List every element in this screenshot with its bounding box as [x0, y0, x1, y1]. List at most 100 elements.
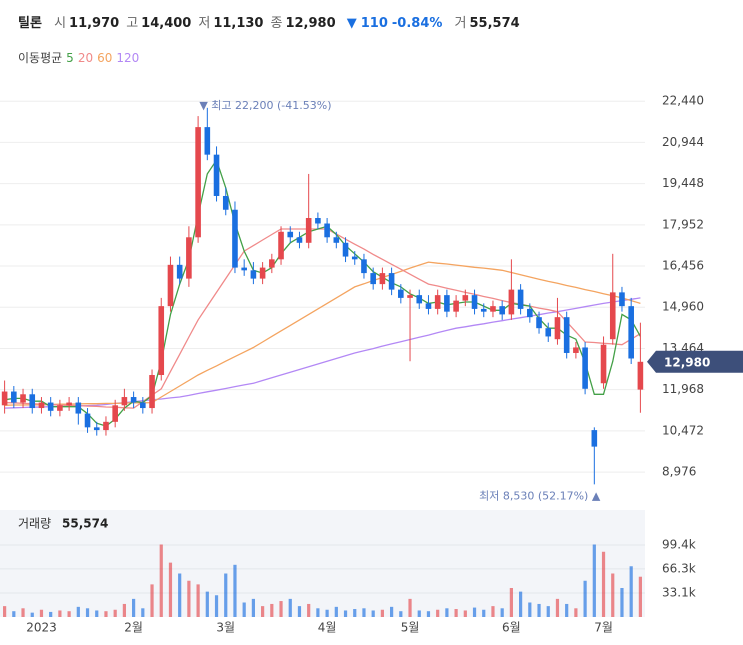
candle-body — [269, 259, 275, 268]
candle-body — [600, 344, 607, 384]
candle-body — [619, 292, 625, 307]
volume-label: 거 — [454, 16, 467, 31]
volume-bar — [445, 608, 449, 617]
volume-bar — [205, 591, 209, 617]
candle-body — [84, 413, 91, 428]
candle-body — [250, 270, 257, 279]
candle-body — [444, 295, 450, 312]
volume-bar — [49, 611, 53, 617]
candle-body — [361, 259, 367, 274]
candle-body — [315, 218, 321, 224]
volume-latest: 55,574 — [62, 517, 108, 531]
volume-bar — [454, 609, 458, 617]
volume-value: 55,574 — [469, 16, 520, 31]
candle-body — [296, 237, 303, 243]
candle-body — [38, 402, 45, 409]
legend-title: 이동평균 — [18, 51, 63, 65]
volume-bar — [279, 601, 283, 617]
y-tick-label: 8,976 — [662, 465, 696, 479]
candle-body — [416, 295, 423, 304]
candle-body — [121, 397, 128, 406]
y-tick-label: 99.4k — [662, 537, 696, 551]
ma-line — [4, 297, 641, 409]
candle-body — [140, 402, 146, 409]
volume-bar — [122, 603, 126, 617]
volume-bar — [399, 611, 403, 617]
candle-body — [536, 317, 542, 329]
ma-line — [4, 261, 641, 406]
header: 틸론 시 11,970 고 14,400 저 11,130 종 12,980 ▼ 110 -0.8… — [18, 12, 527, 31]
candle-body — [213, 154, 220, 196]
quote-value: 12,980 — [285, 16, 336, 31]
y-tick-label: 66.3k — [662, 561, 696, 575]
volume-bar — [224, 573, 228, 617]
volume-bar — [168, 562, 173, 617]
candle-body — [195, 127, 201, 238]
candle-body — [11, 391, 17, 403]
candle-body — [47, 402, 54, 411]
price-tag — [647, 350, 743, 373]
legend-entry: 5 — [66, 51, 74, 65]
candle-body — [425, 303, 432, 309]
volume-bar — [233, 564, 237, 617]
volume-bar — [325, 609, 329, 617]
volume-bar — [611, 573, 615, 617]
volume-bar — [463, 610, 467, 617]
volume-bar — [574, 608, 578, 617]
quote-value: 14,400 — [141, 16, 192, 31]
candle-body — [370, 273, 376, 285]
candle-body — [609, 292, 616, 340]
candle-body — [563, 317, 570, 353]
candle-body — [66, 402, 72, 406]
y-tick-label: 11,968 — [662, 382, 704, 396]
candle-body — [287, 231, 294, 238]
volume-bar — [141, 608, 145, 617]
quote-label: 종 — [270, 16, 283, 31]
candle-body — [517, 289, 524, 309]
y-tick-label: 14,960 — [662, 300, 704, 314]
min-annotation: 최저 8,530 (52.17%) ▲ — [479, 489, 601, 502]
volume-bar — [21, 608, 25, 617]
candle-body — [158, 306, 165, 376]
volume-bar — [288, 598, 292, 617]
volume-bar — [343, 610, 348, 617]
x-tick-label: 7월 — [594, 621, 613, 635]
candle-body — [176, 264, 183, 279]
y-tick-label: 19,448 — [662, 176, 704, 190]
quote-label: 저 — [198, 16, 211, 31]
volume-bar — [159, 544, 163, 617]
x-tick-label: 2023 — [26, 621, 57, 635]
candle-body — [637, 361, 644, 390]
candle-body — [149, 375, 155, 409]
candle-body — [508, 289, 515, 315]
volume-bar — [380, 609, 384, 617]
x-tick-label: 4월 — [318, 621, 337, 635]
volume-bar — [537, 603, 541, 617]
candle-body — [379, 273, 386, 285]
y-tick-label: 10,472 — [662, 423, 704, 437]
candle-body — [490, 306, 496, 312]
candle-body — [527, 308, 533, 318]
candle-body — [75, 402, 82, 414]
volume-bar — [638, 576, 642, 617]
candle-body — [545, 328, 552, 337]
ma-line — [4, 228, 641, 409]
stock-name: 틸론 — [18, 16, 42, 31]
volume-bar — [67, 611, 71, 617]
volume-bar — [261, 606, 265, 617]
candle-body — [434, 295, 441, 309]
candle-body — [554, 317, 561, 340]
volume-bar — [472, 607, 477, 617]
volume-bar — [113, 609, 117, 617]
candle-body — [232, 209, 238, 268]
volume-bar — [436, 609, 440, 617]
candle-body — [305, 218, 312, 243]
candle-body — [57, 405, 63, 411]
candle-body — [453, 300, 459, 312]
volume-bar — [565, 603, 569, 617]
candle-body — [462, 295, 469, 301]
candle-body — [167, 264, 174, 307]
quote-value: 11,970 — [69, 16, 120, 31]
